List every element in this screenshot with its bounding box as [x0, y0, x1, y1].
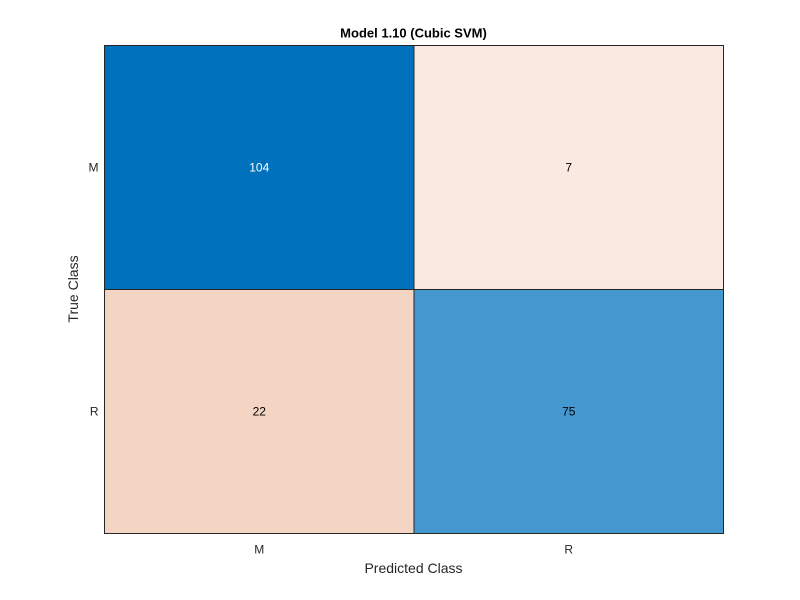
matrix-cell-R-M — [104, 289, 415, 534]
matrix-cell-value-M-R: 7 — [565, 161, 572, 175]
chart-title: Model 1.10 (Cubic SVM) — [340, 26, 487, 41]
y-axis-label: True Class — [65, 255, 81, 322]
matrix-cell-M-R — [413, 45, 724, 290]
y-tick-label-R: R — [90, 405, 99, 419]
x-axis-label: Predicted Class — [364, 560, 462, 576]
matrix-cell-M-M — [104, 45, 415, 290]
y-tick-label-M: M — [89, 161, 99, 175]
matrix-cell-value-M-M: 104 — [249, 161, 269, 175]
matrix-cells — [104, 45, 724, 534]
matrix-cell-value-R-R: 75 — [562, 405, 576, 419]
matrix-cell-value-R-M: 22 — [253, 405, 267, 419]
x-tick-label-M: M — [254, 543, 264, 557]
plot-area-border — [104, 45, 724, 534]
matrix-cell-labels: 104 7 22 75 — [249, 161, 576, 419]
matrix-cell-R-R — [413, 289, 724, 534]
x-tick-label-R: R — [564, 543, 573, 557]
y-axis-ticks: MR — [89, 161, 99, 419]
